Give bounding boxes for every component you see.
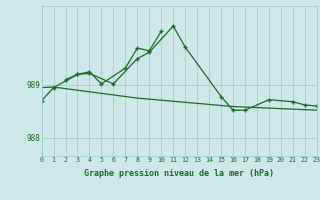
X-axis label: Graphe pression niveau de la mer (hPa): Graphe pression niveau de la mer (hPa) [84,169,274,178]
